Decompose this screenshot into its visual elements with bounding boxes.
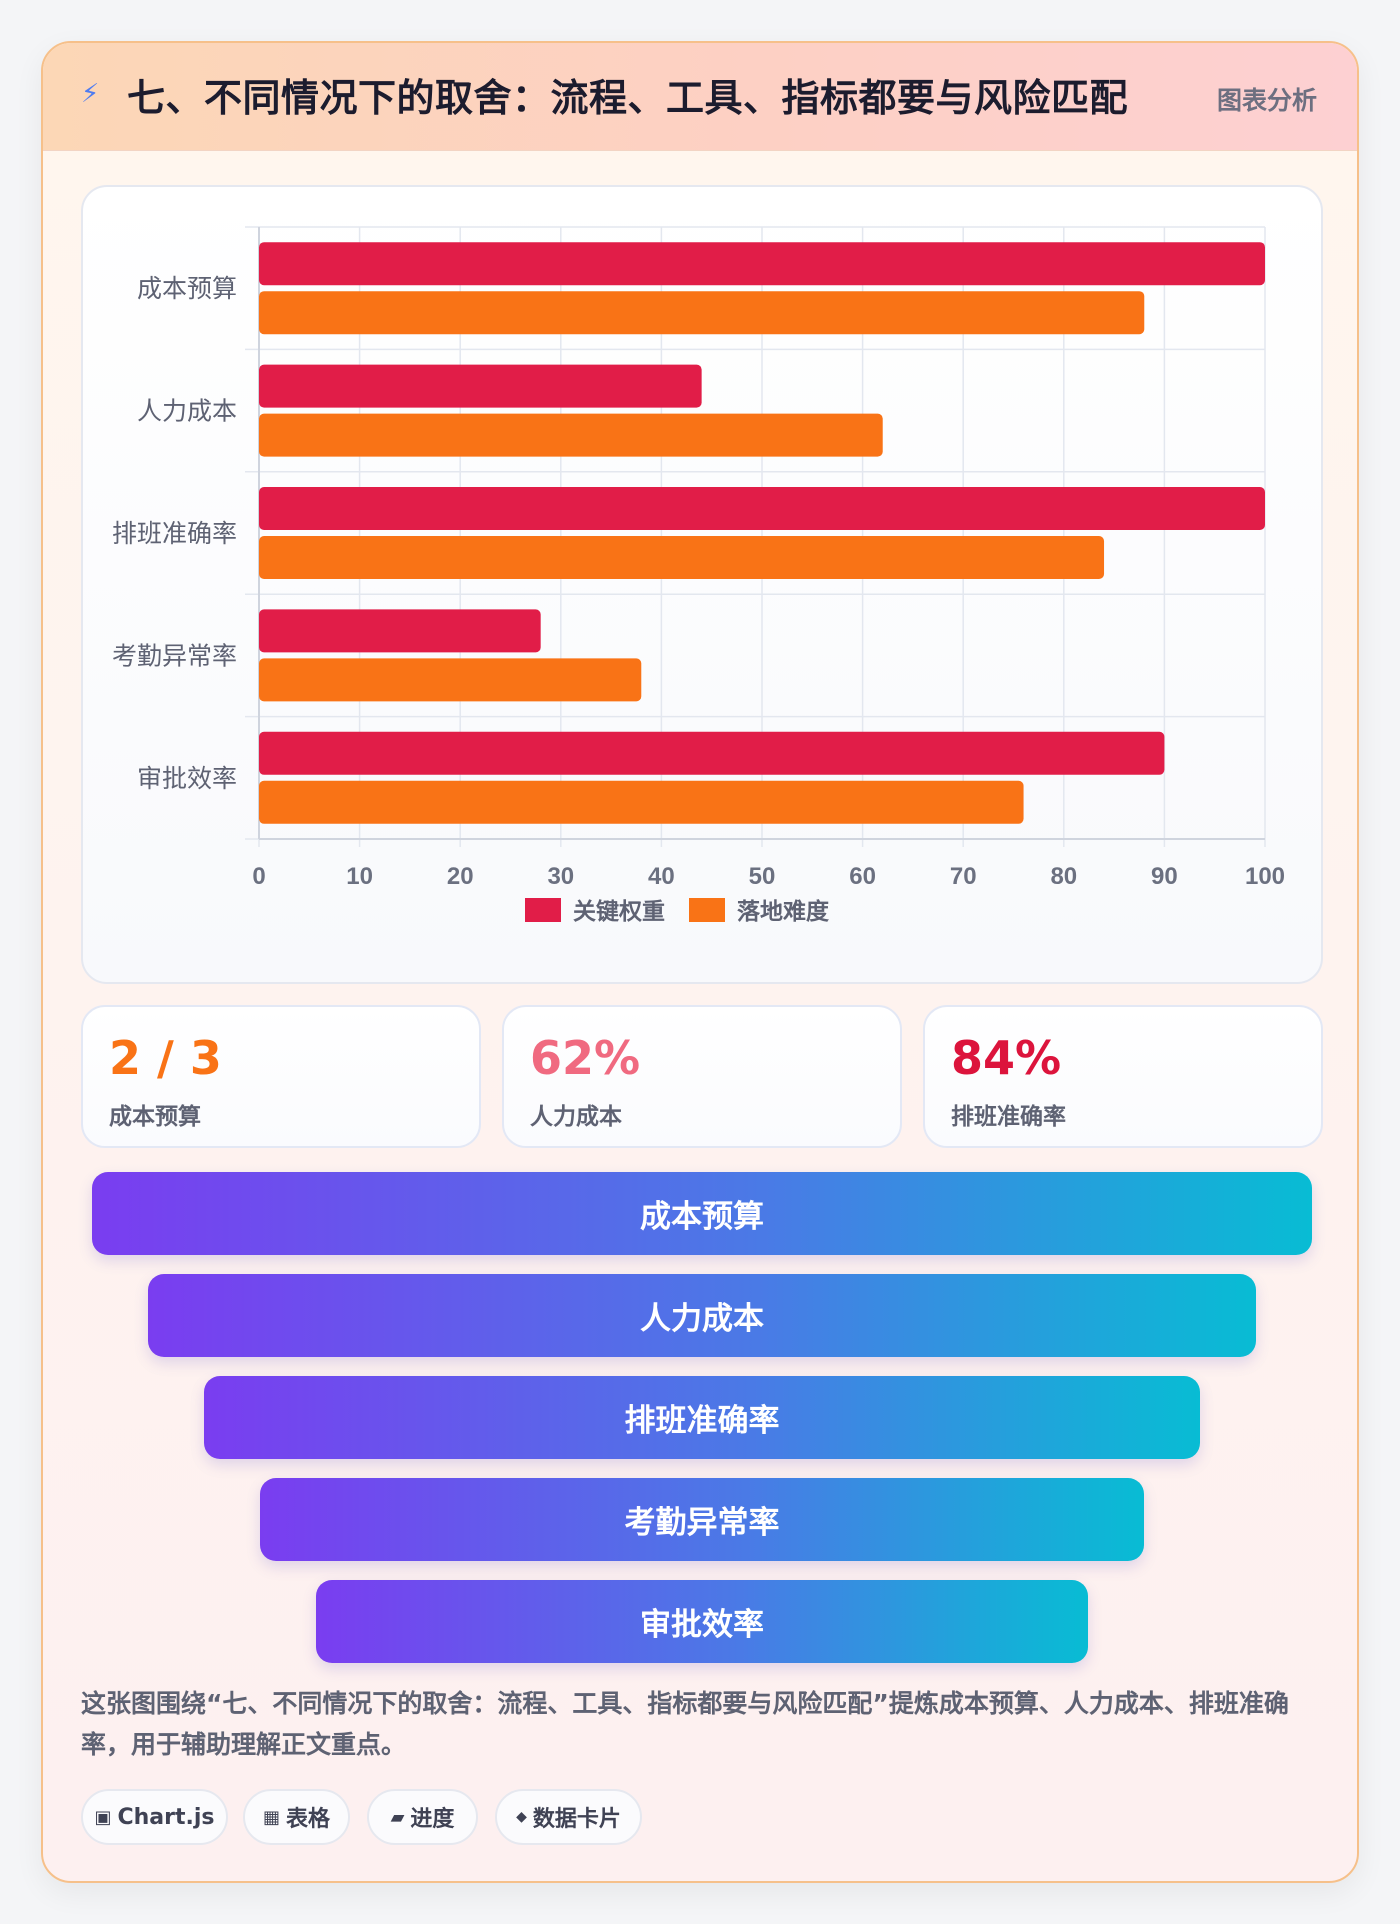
y-category-label: 考勤异常率: [112, 641, 237, 670]
kpi-card-1: 2 / 3 成本预算: [81, 1005, 481, 1148]
x-tick-label: 10: [346, 863, 373, 890]
legend-label: 关键权重: [573, 898, 665, 925]
kpi-value: 62%: [530, 1031, 641, 1085]
table-icon: ▦: [262, 1806, 280, 1828]
bar-difficulty: [259, 536, 1105, 579]
bar-weight: [259, 364, 702, 408]
x-tick-label: 40: [648, 863, 675, 890]
y-category-label: 审批效率: [137, 764, 237, 793]
chip-chartjs[interactable]: ▣ Chart.js: [81, 1789, 228, 1845]
card-header: ⚡ 七、不同情况下的取舍：流程、工具、指标都要与风险匹配 图表分析: [43, 43, 1357, 151]
diamond-icon: ◆: [516, 1809, 527, 1825]
bar-difficulty: [259, 780, 1024, 824]
legend-label: 落地难度: [737, 898, 830, 925]
x-tick-label: 20: [447, 863, 474, 890]
chip-label: Chart.js: [117, 1804, 215, 1830]
bar-difficulty: [259, 291, 1145, 335]
x-tick-label: 30: [547, 863, 574, 890]
kpi-label: 人力成本: [530, 1104, 622, 1130]
kpi-label: 成本预算: [109, 1104, 201, 1130]
funnel-step-4: 考勤异常率: [260, 1478, 1144, 1561]
bar-weight: [259, 242, 1265, 286]
x-tick-label: 70: [950, 863, 977, 890]
x-tick-label: 0: [252, 863, 265, 890]
kpi-value: 84%: [951, 1031, 1062, 1085]
chip-label: 数据卡片: [532, 1807, 621, 1832]
y-category-label: 人力成本: [137, 397, 237, 426]
chip-table[interactable]: ▦ 表格: [243, 1789, 350, 1845]
chart-analysis-tag: 图表分析: [1216, 86, 1317, 115]
chart-icon: ▣: [94, 1806, 112, 1828]
kpi-card-3: 84% 排班准确率: [923, 1005, 1323, 1148]
funnel-step-2: 人力成本: [148, 1274, 1256, 1357]
x-tick-label: 50: [749, 863, 776, 890]
y-category-label: 排班准确率: [112, 519, 237, 548]
chart-card: ⚡ 七、不同情况下的取舍：流程、工具、指标都要与风险匹配 图表分析 0 10 20 3…: [41, 41, 1359, 1883]
bar-weight: [259, 731, 1165, 775]
y-category-label: 成本预算: [137, 274, 237, 303]
kpi-value: 2 / 3: [109, 1031, 222, 1085]
x-tick-label: 80: [1050, 863, 1077, 890]
bar-chart: 0 10 20 30 40 50 60 70 80 90 100 成本预算人力成本排班准确率考勤异常率…: [112, 226, 1285, 925]
funnel-step-1: 成本预算: [92, 1172, 1312, 1255]
bar-weight: [259, 609, 541, 653]
page-title: 七、不同情况下的取舍：流程、工具、指标都要与风险匹配: [127, 76, 1129, 120]
chip-label: 表格: [286, 1807, 331, 1832]
chip-progress[interactable]: ▰ 进度: [367, 1789, 478, 1845]
funnel-step-5: 审批效率: [316, 1580, 1088, 1663]
x-tick-label: 60: [849, 863, 876, 890]
chip-label: 进度: [410, 1807, 455, 1832]
chart-caption: 这张图围绕“七、不同情况下的取舍：流程、工具、指标都要与风险匹配”提炼成本预算、…: [81, 1689, 1289, 1759]
lightning-icon: ⚡: [81, 79, 100, 109]
x-tick-label: 90: [1151, 863, 1178, 890]
bar-difficulty: [259, 658, 642, 702]
kpi-label: 排班准确率: [951, 1104, 1066, 1130]
chip-data-card[interactable]: ◆ 数据卡片: [495, 1789, 642, 1845]
x-tick-label: 100: [1245, 863, 1285, 890]
legend-swatch: [689, 898, 725, 922]
kpi-card-2: 62% 人力成本: [502, 1005, 902, 1148]
bar-weight: [259, 487, 1265, 530]
legend-swatch: [525, 898, 561, 922]
funnel-step-3: 排班准确率: [204, 1376, 1200, 1459]
bar-difficulty: [259, 413, 883, 457]
progress-icon: ▰: [390, 1806, 405, 1828]
bar-chart-panel: 0 10 20 30 40 50 60 70 80 90 100 成本预算人力成本排班准确率考勤异常率…: [81, 185, 1323, 984]
